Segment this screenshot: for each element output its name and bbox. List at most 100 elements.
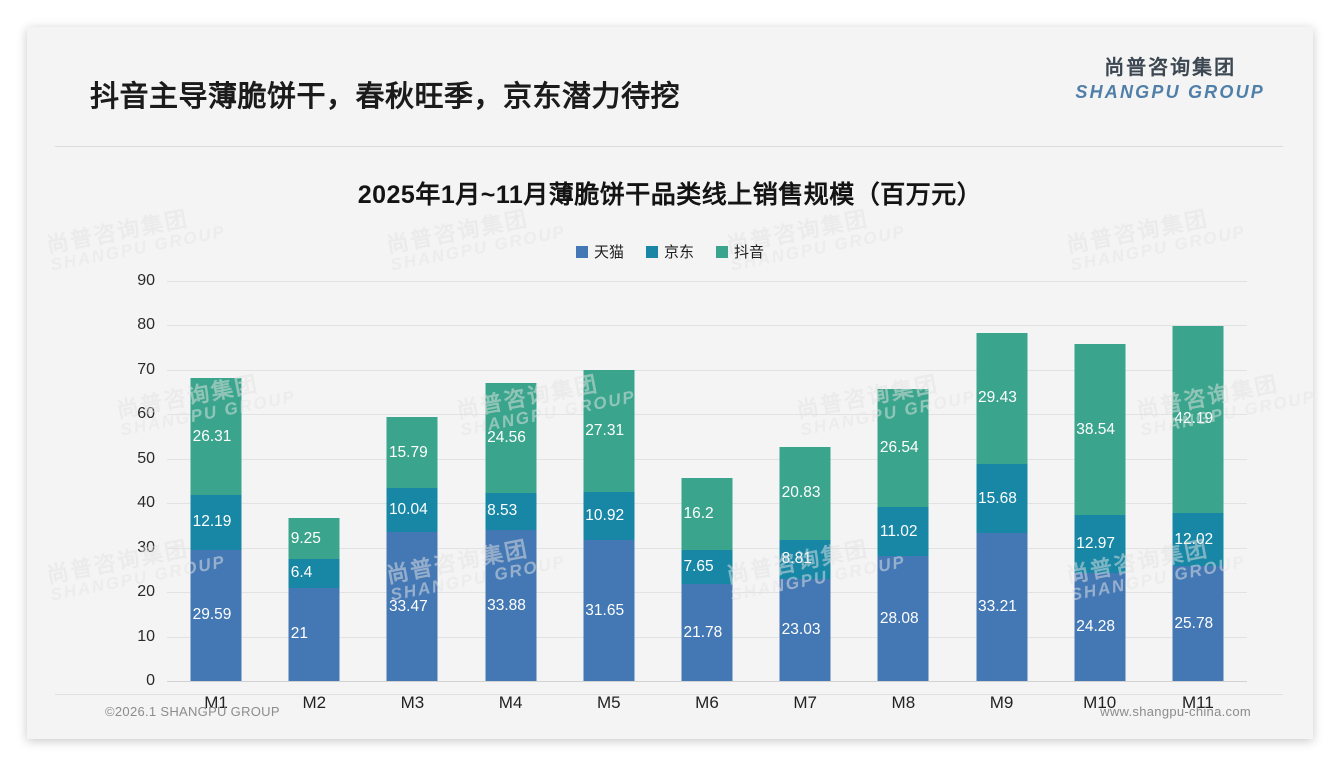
footer-divider (55, 694, 1283, 695)
stacked-bar[interactable]: 33.21 15.68 29.43 (976, 332, 1028, 681)
bar-segment-抖音[interactable]: 26.31 (190, 378, 242, 496)
plot-area: 0 10 20 30 40 50 60 70 80 90 29.59 12.19 26.31 M1 21 6.… (137, 272, 1247, 712)
y-axis-tick-label: 60 (137, 405, 155, 423)
x-axis-tick-label: M3 (400, 693, 425, 712)
bar-segment-京东[interactable]: 10.92 (583, 491, 635, 541)
y-axis-tick-label: 40 (137, 494, 155, 512)
bar-segment-天猫[interactable]: 25.78 (1172, 566, 1224, 681)
stacked-bar[interactable]: 24.28 12.97 38.54 (1074, 344, 1126, 681)
bar-value-label: 8.81 (781, 550, 812, 568)
bar-group[interactable]: 33.21 15.68 29.43 (952, 281, 1050, 681)
legend-item-京东[interactable]: 京东 (645, 241, 694, 262)
stacked-bar[interactable]: 29.59 12.19 26.31 (190, 378, 242, 681)
bar-segment-抖音[interactable]: 29.43 (976, 332, 1028, 464)
bar-segment-京东[interactable]: 10.04 (386, 487, 438, 533)
bar-segment-京东[interactable]: 12.19 (190, 495, 242, 550)
bar-segment-抖音[interactable]: 9.25 (288, 518, 340, 560)
bar-segment-抖音[interactable]: 24.56 (485, 383, 537, 493)
legend-item-天猫[interactable]: 天猫 (575, 241, 624, 262)
bar-segment-抖音[interactable]: 42.19 (1172, 325, 1224, 514)
bar-segment-天猫[interactable]: 21 (288, 587, 340, 681)
stacked-bar[interactable]: 33.47 10.04 15.79 (386, 417, 438, 681)
legend-label: 京东 (663, 244, 694, 261)
x-axis-tick-label: M2 (302, 693, 327, 712)
bar-value-label: 26.54 (879, 439, 919, 457)
stacked-bar[interactable]: 31.65 10.92 27.31 (583, 370, 635, 681)
bar-value-label: 29.59 (192, 606, 232, 624)
bar-segment-天猫[interactable]: 28.08 (877, 556, 929, 681)
bar-group[interactable]: 31.65 10.92 27.31 (560, 281, 658, 681)
bar-segment-天猫[interactable]: 33.47 (386, 532, 438, 681)
bar-value-label: 33.47 (388, 597, 428, 615)
stacked-bar[interactable]: 33.88 8.53 24.56 (485, 383, 537, 681)
bar-group[interactable]: 23.03 8.81 20.83 (756, 281, 854, 681)
y-axis-tick-label: 10 (137, 627, 155, 645)
bar-value-label: 21.78 (683, 623, 723, 641)
y-axis-tick-label: 30 (137, 538, 155, 556)
bar-value-label: 12.02 (1174, 530, 1214, 548)
bar-segment-天猫[interactable]: 23.03 (779, 578, 831, 681)
y-axis-tick-label: 20 (137, 583, 155, 601)
bar-segment-天猫[interactable]: 33.21 (976, 533, 1028, 681)
x-axis-tick-label: M6 (695, 693, 719, 712)
x-axis-tick-label: M5 (596, 693, 621, 712)
legend-swatch-icon (716, 245, 728, 258)
slide-canvas: 尚普咨询集团 SHANGPU GROUP 尚普咨询集团 SHANGPU GROUP 尚普… (27, 27, 1313, 739)
bar-value-label: 10.04 (388, 500, 428, 518)
bar-group[interactable]: 21.78 7.65 16.2 (658, 281, 756, 681)
stacked-bar[interactable]: 23.03 8.81 20.83 (779, 446, 831, 681)
bar-segment-天猫[interactable]: 31.65 (583, 540, 635, 681)
bar-group[interactable]: 33.47 10.04 15.79 (363, 281, 461, 681)
bar-value-label: 21 (290, 625, 308, 643)
bar-value-label: 27.31 (585, 422, 625, 440)
bar-segment-京东[interactable]: 6.4 (288, 559, 340, 588)
brand-logo-cn: 尚普咨询集团 (1104, 57, 1237, 79)
gridline (167, 458, 1247, 460)
slide-header: 抖音主导薄脆饼干，春秋旺季，京东潜力待挖 尚普咨询集团 SHANGPU GROU… (27, 27, 1313, 121)
bar-segment-抖音[interactable]: 38.54 (1074, 344, 1126, 516)
bar-segment-天猫[interactable]: 24.28 (1074, 573, 1126, 681)
bar-group[interactable]: 28.08 11.02 26.54 (854, 281, 952, 681)
bar-segment-抖音[interactable]: 20.83 (779, 446, 831, 540)
legend-label: 抖音 (734, 244, 765, 261)
y-axis-tick-label: 50 (137, 449, 155, 467)
bar-segment-天猫[interactable]: 29.59 (190, 549, 242, 681)
bar-value-label: 12.19 (192, 513, 232, 531)
bar-group[interactable]: 24.28 12.97 38.54 (1051, 281, 1149, 681)
bar-value-label: 16.2 (683, 505, 714, 523)
gridline (167, 414, 1247, 416)
stacked-bar[interactable]: 21 6.4 9.25 (288, 518, 340, 681)
bar-group[interactable]: 25.78 12.02 42.19 (1149, 281, 1247, 681)
gridline (167, 281, 1247, 282)
bar-segment-京东[interactable]: 8.81 (779, 539, 831, 579)
bar-group[interactable]: 21 6.4 9.25 (265, 281, 363, 681)
footer-website[interactable]: www.shangpu-china.com (1100, 704, 1251, 719)
stacked-bar[interactable]: 28.08 11.02 26.54 (877, 389, 929, 681)
bar-group[interactable]: 33.88 8.53 24.56 (462, 281, 560, 681)
bar-segment-抖音[interactable]: 16.2 (681, 478, 733, 551)
bar-segment-京东[interactable]: 7.65 (681, 550, 733, 585)
bar-segment-抖音[interactable]: 27.31 (583, 370, 635, 492)
bar-value-label: 24.28 (1076, 618, 1115, 636)
bar-value-label: 24.56 (487, 428, 526, 446)
bar-value-label: 33.88 (487, 596, 526, 614)
stacked-bar[interactable]: 25.78 12.02 42.19 (1172, 325, 1224, 681)
bar-segment-天猫[interactable]: 33.88 (485, 530, 537, 681)
bar-segment-京东[interactable]: 11.02 (877, 507, 929, 557)
bar-segment-京东[interactable]: 12.97 (1074, 515, 1126, 574)
bar-segment-京东[interactable]: 15.68 (976, 463, 1028, 534)
bar-segment-京东[interactable]: 8.53 (485, 492, 537, 531)
stacked-bar[interactable]: 21.78 7.65 16.2 (681, 478, 733, 681)
bar-value-label: 33.21 (978, 598, 1017, 616)
bar-value-label: 20.83 (781, 484, 821, 502)
legend-item-抖音[interactable]: 抖音 (716, 241, 764, 262)
bar-segment-抖音[interactable]: 15.79 (386, 417, 438, 488)
y-axis-tick-label: 90 (137, 272, 155, 289)
bar-segment-天猫[interactable]: 21.78 (681, 584, 733, 681)
bar-segment-京东[interactable]: 12.02 (1172, 513, 1224, 567)
bar-value-label: 31.65 (585, 601, 625, 619)
bar-segment-抖音[interactable]: 26.54 (877, 389, 929, 508)
page-title: 抖音主导薄脆饼干，春秋旺季，京东潜力待挖 (90, 81, 681, 113)
legend-label: 天猫 (593, 244, 624, 261)
bar-group[interactable]: 29.59 12.19 26.31 (167, 281, 265, 681)
